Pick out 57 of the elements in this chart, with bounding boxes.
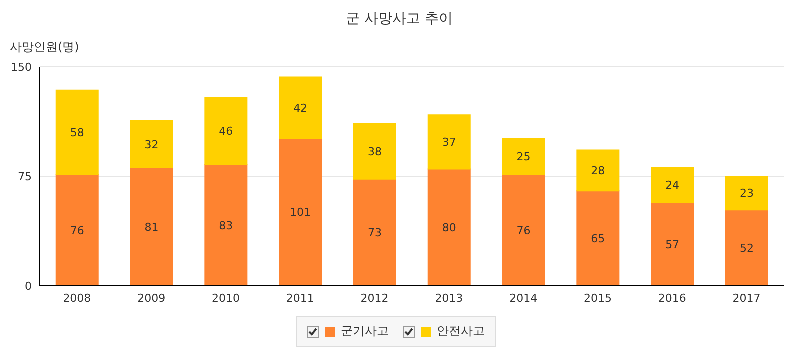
data-label: 58 [70,126,84,140]
x-tick-label: 2012 [360,292,389,305]
bar [651,167,694,204]
data-label: 28 [591,164,606,178]
data-label: 73 [368,226,382,240]
bar [353,123,396,180]
data-label: 38 [368,146,382,159]
data-label: 25 [516,150,531,164]
bar [502,174,546,286]
bar [651,202,694,286]
bar [428,168,471,286]
y-axis-title: 사망인원(명) [10,39,80,56]
data-label: 23 [740,187,754,200]
data-label: 52 [740,242,754,255]
bar [428,114,471,170]
x-tick-label: 2008 [63,292,92,305]
data-label: 57 [666,238,680,252]
x-tick-label: 2015 [584,292,612,305]
data-label: 46 [219,125,234,138]
y-tick-label: 150 [11,60,32,74]
data-label: 101 [290,206,312,220]
bar [725,176,768,211]
bar [576,150,620,192]
data-label: 42 [294,102,308,115]
bar [279,76,322,140]
data-label: 76 [70,224,84,238]
x-tick-label: 2016 [658,292,686,305]
data-label: 24 [666,179,680,192]
x-tick-label: 2017 [732,292,761,305]
chart-title: 군 사망사고 추이 [345,10,454,28]
data-label: 80 [442,222,456,235]
bar [56,90,99,176]
bar [502,138,546,176]
bar [130,167,174,286]
bar [204,97,248,166]
data-label: 76 [516,224,531,238]
x-tick-label: 2013 [435,292,464,305]
bar [725,210,768,286]
data-label: 32 [144,138,159,152]
bar [56,174,99,286]
legend-label: 군기사고 [341,323,389,340]
data-label: 81 [144,220,159,234]
y-tick-label: 75 [18,170,32,184]
legend-label: 안전사고 [437,323,485,340]
bar [576,190,620,286]
bar [279,138,322,286]
data-label: 83 [219,219,234,232]
data-label: 65 [591,232,606,246]
x-tick-label: 2010 [212,292,240,305]
y-tick-label: 0 [25,280,32,293]
x-tick-label: 2014 [510,292,538,305]
x-tick-label: 2009 [138,292,166,305]
bar [353,178,396,286]
bar [204,164,248,286]
x-tick-label: 2011 [286,292,314,305]
data-label: 37 [442,136,456,150]
bar [130,120,174,168]
